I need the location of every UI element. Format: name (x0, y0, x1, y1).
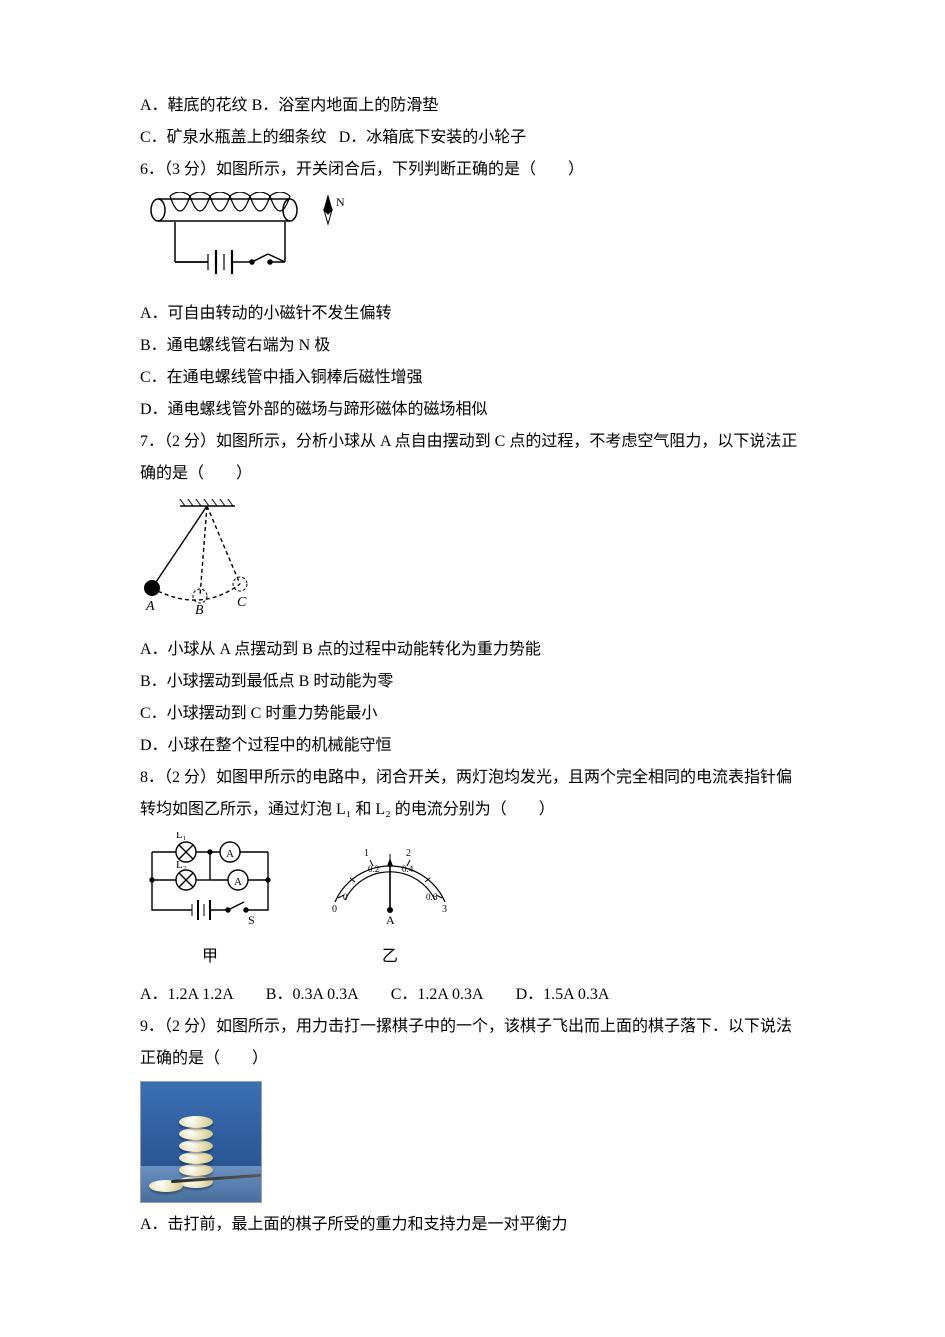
compass-n-label: N (336, 195, 345, 209)
q7-optD: D．小球在整个过程中的机械能守恒 (140, 730, 805, 762)
q6-optA: A．可自由转动的小磁针不发生偏转 (140, 298, 805, 330)
svg-text:0: 0 (332, 904, 337, 915)
q8-panel-2: 0 1 2 3 0 0.2 0.4 0.6 A 乙 (320, 832, 460, 973)
svg-text:0.2: 0.2 (368, 864, 379, 874)
q5-opt-row-2: C．矿泉水瓶盖上的细条纹 D．冰箱底下安装的小轮子 (140, 122, 805, 154)
q5-optB: B．浴室内地面上的防滑垫 (252, 97, 439, 114)
q8-optD: D．1.5A 0.3A (516, 979, 610, 1011)
q8-panel-1: A L₁ (140, 832, 280, 973)
q8-options: A．1.2A 1.2A B．0.3A 0.3A C．1.2A 0.3A D．1.… (140, 979, 805, 1011)
q6-optD: D．通电螺线管外部的磁场与蹄形磁体的磁场相似 (140, 394, 805, 426)
q8-optC: C．1.2A 0.3A (391, 979, 484, 1011)
svg-text:A: A (234, 876, 242, 888)
svg-text:S: S (248, 913, 255, 927)
pendulum-label-A: A (145, 599, 155, 614)
q7-stem: 7．（2 分）如图所示，分析小球从 A 点自由摆动到 C 点的过程，不考虑空气阻… (140, 426, 805, 490)
q9-figure (140, 1081, 805, 1203)
q7-figure: A B C (140, 496, 805, 628)
pendulum-icon: A B C (140, 496, 270, 616)
exam-page: A．鞋底的花纹 B．浴室内地面上的防滑垫 C．矿泉水瓶盖上的细条纹 D．冰箱底下… (0, 0, 945, 1301)
svg-text:2: 2 (406, 848, 411, 859)
q8-figure: A L₁ (140, 832, 805, 973)
q8-optB: B．0.3A 0.3A (266, 979, 359, 1011)
q5-optC: C．矿泉水瓶盖上的细条纹 (140, 129, 327, 146)
svg-text:0.6: 0.6 (426, 892, 438, 902)
svg-text:0.4: 0.4 (402, 864, 414, 874)
svg-text:0: 0 (343, 892, 348, 902)
svg-text:L₂: L₂ (176, 859, 187, 871)
circuit-two-lamps-icon: A L₁ (140, 832, 280, 927)
q8-optA: A．1.2A 1.2A (140, 979, 234, 1011)
q7-optA: A．小球从 A 点摆动到 B 点的过程中动能转化为重力势能 (140, 634, 805, 666)
q9-stem: 9．（2 分）如图所示，用力击打一摞棋子中的一个，该棋子飞出而上面的棋子落下．以… (140, 1011, 805, 1075)
checkers-photo-icon (140, 1081, 262, 1203)
svg-text:3: 3 (442, 904, 447, 915)
solenoid-circuit-icon: N (140, 192, 370, 280)
q5-optA: A．鞋底的花纹 (140, 97, 248, 114)
q9-optA: A．击打前，最上面的棋子所受的重力和支持力是一对平衡力 (140, 1209, 805, 1241)
svg-text:L₁: L₁ (176, 832, 187, 841)
q6-stem: 6．（3 分）如图所示，开关闭合后，下列判断正确的是（ ） (140, 154, 805, 186)
q5-opt-row-1: A．鞋底的花纹 B．浴室内地面上的防滑垫 (140, 90, 805, 122)
q7-optC: C．小球摆动到 C 时重力势能最小 (140, 698, 805, 730)
svg-text:1: 1 (364, 848, 369, 859)
q8-panel1-label: 甲 (140, 941, 280, 973)
svg-text:A: A (386, 913, 395, 927)
q6-figure: N (140, 192, 805, 292)
q5-optD: D．冰箱底下安装的小轮子 (339, 129, 527, 146)
ammeter-dial-icon: 0 1 2 3 0 0.2 0.4 0.6 A (320, 832, 460, 927)
q6-optC: C．在通电螺线管中插入铜棒后磁性增强 (140, 362, 805, 394)
q8-stem: 8．（2 分）如图甲所示的电路中，闭合开关，两灯泡均发光，且两个完全相同的电流表… (140, 762, 805, 826)
q7-optB: B．小球摆动到最低点 B 时动能为零 (140, 666, 805, 698)
svg-text:A: A (226, 848, 234, 860)
pendulum-label-C: C (237, 595, 247, 610)
pendulum-label-B: B (195, 603, 204, 616)
q6-optB: B．通电螺线管右端为 N 极 (140, 330, 805, 362)
q8-panel2-label: 乙 (320, 941, 460, 973)
